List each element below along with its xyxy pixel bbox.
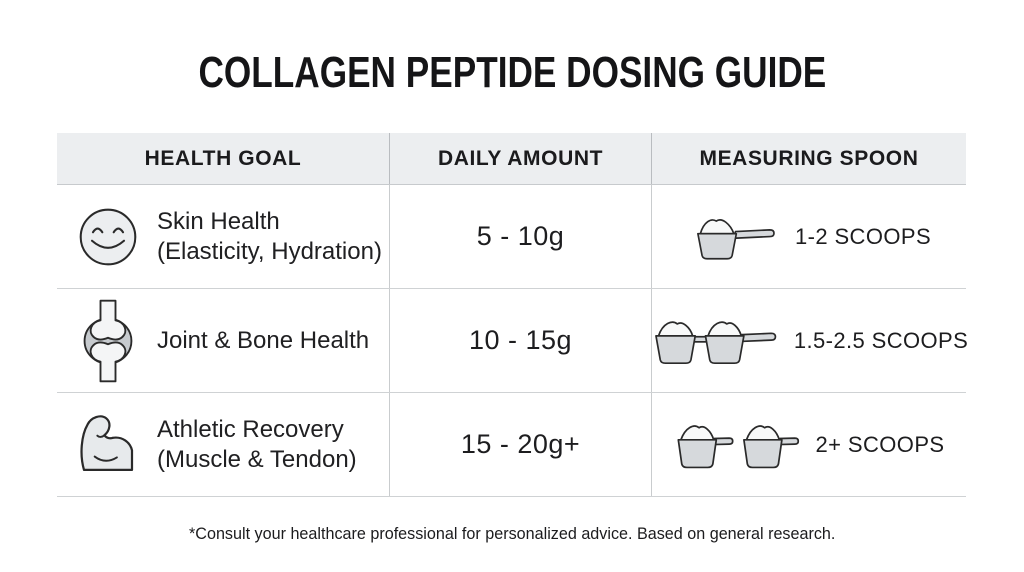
two-scoops-icon	[674, 419, 800, 471]
scoop-count-label: 1.5-2.5 SCOOPS	[793, 327, 969, 353]
one-scoop-icon	[687, 211, 779, 263]
joint-bone-icon	[75, 296, 141, 386]
header-cell-daily-amount: DAILY AMOUNT	[390, 133, 652, 184]
goal-label: Joint & Bone Health	[157, 326, 369, 355]
scoop-count-label: 1-2 SCOOPS	[794, 223, 932, 249]
measuring-spoon-cell: 1.5-2.5 SCOOPS	[650, 289, 969, 392]
dosing-table: HEALTH GOAL DAILY AMOUNT MEASURING SPOON…	[57, 133, 969, 497]
bicep-icon	[75, 400, 141, 490]
daily-amount-cell: 10 - 15g	[390, 289, 652, 392]
table-row-joint-bone: Joint & Bone Health 10 - 15g 1.5-2	[57, 289, 969, 393]
goal-label-line1: Joint & Bone Health	[157, 326, 370, 354]
table-row-skin-health: Skin Health (Elasticity, Hydration) 5 - …	[57, 185, 966, 289]
goal-cell: Skin Health (Elasticity, Hydration)	[57, 185, 390, 288]
goal-label-line2: (Muscle & Tendon)	[157, 445, 357, 473]
table-header-row: HEALTH GOAL DAILY AMOUNT MEASURING SPOON	[57, 133, 966, 185]
scoop-count-label: 2+ SCOOPS	[815, 431, 945, 457]
measuring-spoon-cell: 1-2 SCOOPS	[652, 185, 966, 288]
disclaimer-footnote: *Consult your healthcare professional fo…	[0, 524, 1024, 544]
measuring-spoon-cell: 2+ SCOOPS	[652, 393, 966, 496]
table-row-athletic-recovery: Athletic Recovery (Muscle & Tendon) 15 -…	[57, 393, 966, 497]
header-cell-health-goal: HEALTH GOAL	[57, 133, 390, 184]
goal-label: Skin Health (Elasticity, Hydration)	[157, 207, 382, 266]
disclaimer-text: *Consult your healthcare professional fo…	[188, 524, 836, 543]
goal-label: Athletic Recovery (Muscle & Tendon)	[157, 415, 357, 474]
smiley-face-icon	[75, 192, 141, 282]
daily-amount-cell: 15 - 20g+	[390, 393, 652, 496]
goal-cell: Athletic Recovery (Muscle & Tendon)	[57, 393, 390, 496]
two-scoops-joined-icon	[650, 315, 778, 367]
header-cell-measuring-spoon: MEASURING SPOON	[699, 146, 919, 170]
title-area: COLLAGEN PEPTIDE DOSING GUIDE	[0, 48, 1024, 98]
goal-label-line1: Skin Health	[157, 208, 280, 236]
page-title: COLLAGEN PEPTIDE DOSING GUIDE	[198, 48, 826, 97]
goal-label-line2: (Elasticity, Hydration)	[157, 237, 382, 265]
goal-label-line1: Athletic Recovery	[157, 416, 344, 444]
daily-amount-cell: 5 - 10g	[390, 185, 652, 288]
goal-cell: Joint & Bone Health	[57, 289, 390, 392]
